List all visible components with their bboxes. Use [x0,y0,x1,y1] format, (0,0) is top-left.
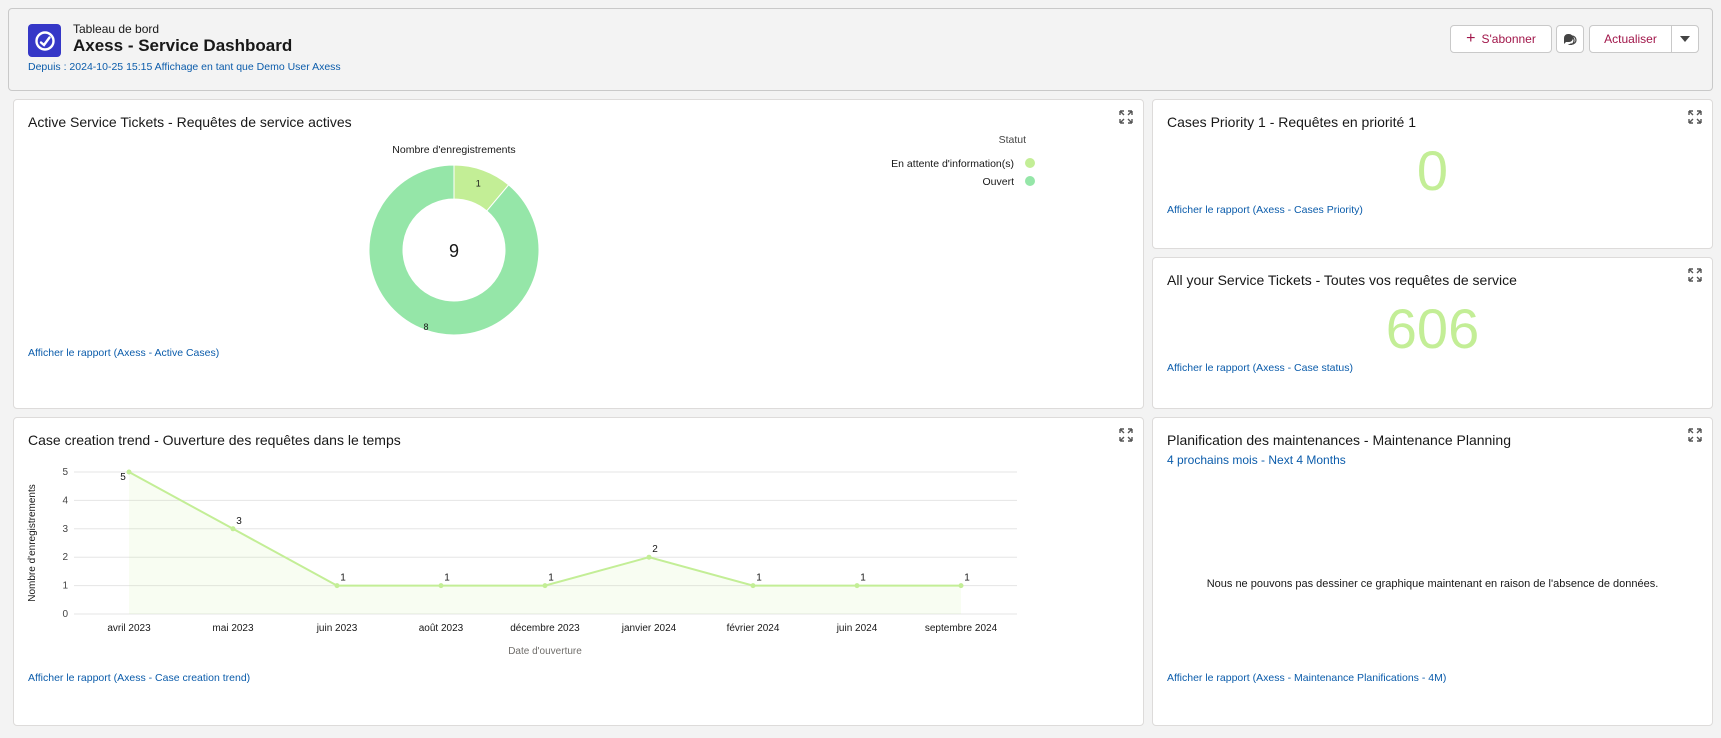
y-tick-label: 4 [62,495,68,506]
no-data-message: Nous ne pouvons pas dessiner ce graphiqu… [1206,578,1659,590]
data-label: 3 [236,516,242,527]
y-tick-label: 1 [62,581,68,592]
active-cases-panel: Active Service Tickets - Requêtes de ser… [13,99,1144,409]
priority-panel: Cases Priority 1 - Requêtes en priorité … [1152,99,1713,249]
slice-label: 8 [423,322,428,332]
data-point [438,583,444,589]
refresh-label: Actualiser [1604,32,1657,46]
y-tick-label: 3 [62,524,68,535]
donut-title: Nombre d'enregistrements [392,144,515,156]
data-point [126,469,132,475]
data-label: 1 [548,573,554,584]
x-tick-label: septembre 2024 [925,623,998,634]
y-tick-label: 2 [62,552,68,563]
data-label: 1 [340,573,346,584]
x-tick-label: août 2023 [419,623,464,634]
subscribe-label: S'abonner [1481,32,1536,46]
x-tick-label: juin 2024 [836,623,878,634]
report-link[interactable]: Afficher le rapport (Axess - Active Case… [28,347,220,359]
x-axis-label: Date d'ouverture [508,646,582,657]
data-label: 5 [120,472,126,483]
follow-button[interactable] [1556,25,1584,53]
chat-bubble-icon [1564,34,1577,45]
legend-label: En attente d'information(s) [891,158,1014,170]
maintenance-panel: Planification des maintenances - Mainten… [1152,417,1713,726]
donut-chart: Nombre d'enregistrements 1 8 9 Statut En atte… [368,134,1035,336]
panel-title: All your Service Tickets - Toutes vos re… [1167,272,1517,288]
data-label: 1 [964,573,970,584]
dashboard-meta: Depuis : 2024-10-25 15:15 Affichage en t… [28,61,341,73]
donut-slice [368,164,540,336]
data-point [542,583,548,589]
panel-title: Case creation trend - Ouverture des requ… [28,432,401,448]
data-label: 1 [860,573,866,584]
legend-swatch [1025,158,1035,168]
plus-icon: + [1466,30,1476,47]
subscribe-button[interactable]: + S'abonner [1450,25,1552,53]
data-point [334,583,340,589]
data-label: 1 [444,573,450,584]
y-tick-label: 5 [62,467,68,478]
data-label: 1 [756,573,762,584]
refresh-button[interactable]: Actualiser [1589,25,1672,53]
report-link[interactable]: Afficher le rapport (Axess - Case creati… [28,672,251,684]
legend-title: Statut [999,134,1027,146]
data-point [230,526,236,532]
legend-label: Ouvert [982,176,1014,188]
legend-swatch [1025,176,1035,186]
all-tickets-panel: All your Service Tickets - Toutes vos re… [1152,257,1713,409]
panel-title: Active Service Tickets - Requêtes de ser… [28,114,352,130]
line-chart: 0 1 2 3 4 5 Nombre d'enregistrements 5 avril 202… [27,467,1017,657]
case-trend-panel: Case creation trend - Ouverture des requ… [13,417,1144,726]
data-point [854,583,860,589]
expand-icon[interactable] [1688,268,1702,282]
line-area [129,472,961,614]
x-tick-label: janvier 2024 [621,623,677,634]
more-actions-button[interactable] [1671,25,1699,53]
expand-icon[interactable] [1688,110,1702,124]
x-tick-label: mai 2023 [212,623,254,634]
y-axis-label: Nombre d'enregistrements [27,484,38,602]
slice-label: 1 [476,178,481,188]
tickets-metric-value: 606 [1385,297,1480,360]
x-tick-label: décembre 2023 [510,623,580,634]
report-link[interactable]: Afficher le rapport (Axess - Maintenance… [1167,672,1447,684]
report-link[interactable]: Afficher le rapport (Axess - Cases Prior… [1167,204,1363,216]
x-tick-label: avril 2023 [107,623,151,634]
donut-total: 9 [449,241,459,261]
report-link[interactable]: Afficher le rapport (Axess - Case status… [1167,362,1353,374]
data-point [750,583,756,589]
expand-icon[interactable] [1119,110,1133,124]
expand-icon[interactable] [1119,428,1133,442]
panel-subtitle: 4 prochains mois - Next 4 Months [1167,453,1346,467]
x-tick-label: février 2024 [727,623,780,634]
data-point [646,554,652,560]
data-label: 2 [652,544,658,555]
dashboard-title: Axess - Service Dashboard [73,36,293,55]
panel-title: Cases Priority 1 - Requêtes en priorité … [1167,114,1416,130]
dashboard-gauge-icon [28,24,61,57]
x-tick-label: juin 2023 [316,623,358,634]
panel-title: Planification des maintenances - Mainten… [1167,432,1511,448]
data-point [958,583,964,589]
dashboard-header: Tableau de bord Axess - Service Dashboar… [8,8,1713,91]
chevron-down-icon [1680,36,1690,42]
y-tick-label: 0 [62,609,68,620]
dashboard-kicker: Tableau de bord [73,22,160,36]
priority-metric-value: 0 [1416,139,1449,202]
expand-icon[interactable] [1688,428,1702,442]
